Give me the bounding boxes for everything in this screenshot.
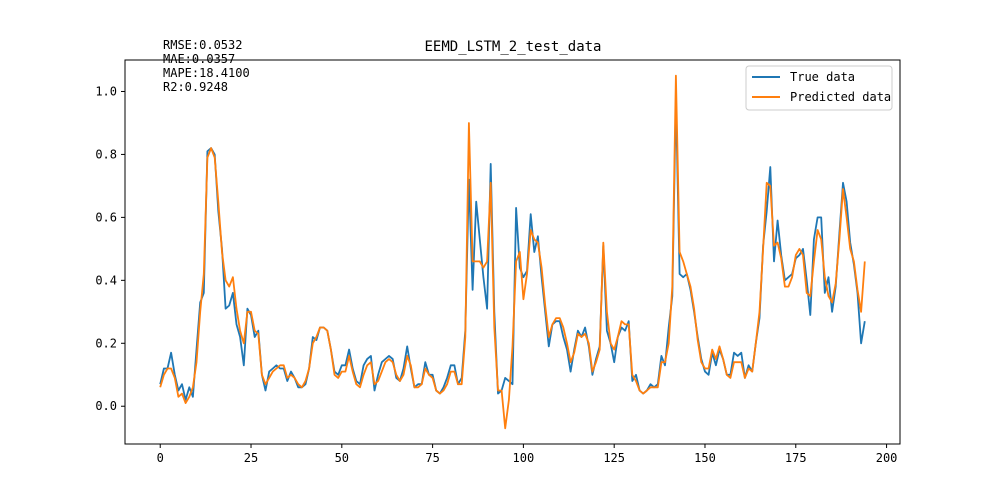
- x-tick-label: 175: [785, 451, 807, 465]
- legend-box: [745, 65, 893, 111]
- x-tick-label: 100: [513, 451, 535, 465]
- legend-label-true-data: True data: [790, 70, 855, 84]
- metric-mae: MAE:0.0357: [163, 52, 235, 66]
- metric-r2: R2:0.9248: [163, 80, 228, 94]
- y-tick-label: 0.8: [95, 147, 117, 161]
- metrics-annotation: RMSE:0.0532 MAE:0.0357 MAPE:18.4100 R2:0…: [163, 38, 250, 94]
- legend-label-predicted-data: Predicted data: [790, 90, 891, 104]
- x-tick-label: 25: [244, 451, 258, 465]
- axes-frame: [124, 59, 901, 445]
- y-tick-label: 0.2: [95, 336, 117, 350]
- x-tick-label: 50: [335, 451, 349, 465]
- metric-mape: MAPE:18.4100: [163, 66, 250, 80]
- y-tick-label: 0.0: [95, 399, 117, 413]
- y-tick-label: 0.4: [95, 273, 117, 287]
- x-tick-label: 150: [694, 451, 716, 465]
- chart-title: EEMD_LSTM_2_test_data: [424, 39, 601, 55]
- metric-rmse: RMSE:0.0532: [163, 38, 242, 52]
- x-tick-label: 200: [876, 451, 898, 465]
- x-tick-label: 0: [157, 451, 164, 465]
- legend: True data Predicted data: [745, 65, 893, 111]
- x-axis: 0 25 50 75 100 125 150 175 200: [157, 444, 898, 465]
- y-tick-label: 1.0: [95, 84, 117, 98]
- x-tick-label: 125: [603, 451, 625, 465]
- x-tick-label: 75: [425, 451, 439, 465]
- plot-area: [159, 74, 866, 430]
- y-axis: 0.0 0.2 0.4 0.6 0.8 1.0: [95, 84, 125, 413]
- series-line-predicted-data: [159, 74, 866, 430]
- y-tick-label: 0.6: [95, 210, 117, 224]
- axes-border: [124, 59, 901, 445]
